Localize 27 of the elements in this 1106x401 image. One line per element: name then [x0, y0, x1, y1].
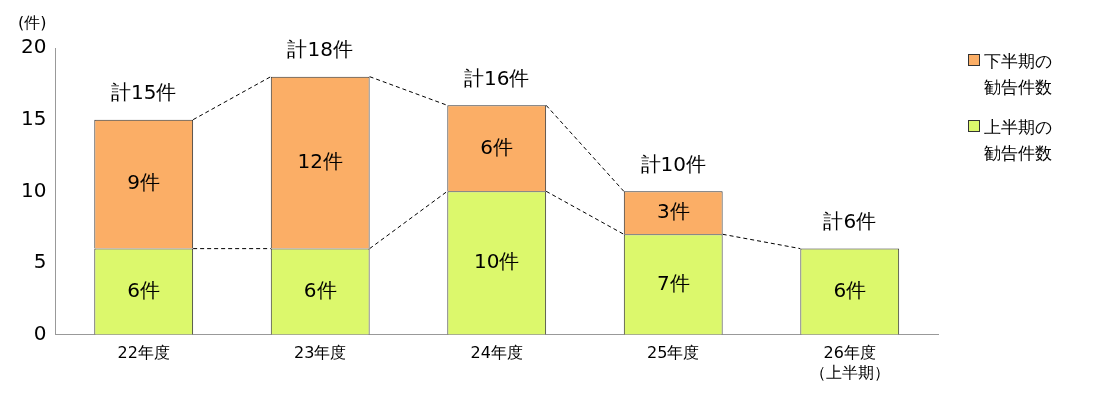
- data-label: 3件: [656, 199, 690, 223]
- y-tick-label: 20: [21, 34, 47, 59]
- y-tick-label: 0: [33, 320, 47, 345]
- data-label: 12件: [297, 148, 343, 173]
- data-label: 6件: [833, 277, 867, 302]
- y-tick-label: 15: [21, 105, 47, 130]
- y-axis-title: (件): [18, 13, 47, 33]
- data-label: 6件: [127, 277, 161, 302]
- data-label: 6件: [480, 134, 514, 159]
- data-label: 7件: [656, 270, 690, 295]
- total-label: 計6件: [823, 208, 877, 233]
- total-label: 計10件: [640, 151, 706, 176]
- data-label: 6件: [303, 277, 337, 302]
- total-label: 計15件: [110, 79, 177, 104]
- x-tick-label: 22年度: [117, 343, 170, 363]
- x-tick-label: 25年度: [647, 343, 700, 363]
- x-tick-label: 24年度: [470, 343, 523, 363]
- total-label: 計18件: [287, 36, 353, 61]
- y-tick-label: 10: [21, 177, 47, 202]
- x-tick-label: 26年度（上半期）: [809, 343, 890, 382]
- data-label: 10件: [474, 249, 520, 274]
- total-label: 計16件: [464, 65, 530, 90]
- x-tick-label: 23年度: [294, 343, 347, 363]
- y-tick-label: 5: [33, 249, 47, 274]
- legend-label: 上半期の勧告件数: [984, 116, 1053, 165]
- legend-label: 下半期の勧告件数: [984, 50, 1053, 99]
- data-label: 9件: [127, 170, 161, 195]
